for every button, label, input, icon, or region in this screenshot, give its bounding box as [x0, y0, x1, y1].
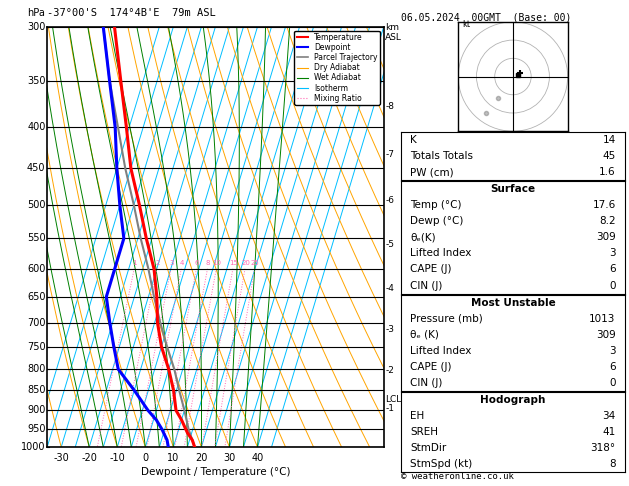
Text: 6: 6: [609, 264, 616, 275]
Text: 900: 900: [27, 405, 45, 416]
Text: LCL: LCL: [386, 395, 402, 404]
Text: 318°: 318°: [591, 443, 616, 453]
Text: 6: 6: [195, 260, 199, 266]
Text: kt: kt: [462, 20, 470, 29]
Text: Most Unstable: Most Unstable: [470, 297, 555, 308]
Text: -3: -3: [386, 326, 394, 334]
Text: 45: 45: [603, 151, 616, 161]
Text: -1: -1: [386, 404, 394, 413]
Text: 3: 3: [609, 346, 616, 356]
Text: 8: 8: [206, 260, 210, 266]
Text: 650: 650: [27, 292, 45, 302]
Text: -20: -20: [81, 453, 97, 464]
Text: CIN (J): CIN (J): [410, 280, 443, 291]
Text: 300: 300: [27, 22, 45, 32]
Text: 1000: 1000: [21, 442, 45, 452]
Text: 500: 500: [27, 200, 45, 210]
Text: -37°00'S  174°4B'E  79m ASL: -37°00'S 174°4B'E 79m ASL: [47, 8, 216, 18]
Text: PW (cm): PW (cm): [410, 167, 454, 177]
Text: StmSpd (kt): StmSpd (kt): [410, 459, 472, 469]
Text: 700: 700: [27, 317, 45, 328]
Text: 8.2: 8.2: [599, 216, 616, 226]
Text: 450: 450: [27, 163, 45, 174]
Text: © weatheronline.co.uk: © weatheronline.co.uk: [401, 472, 514, 481]
Text: -6: -6: [386, 196, 394, 205]
Text: 2: 2: [155, 260, 160, 266]
Text: θₑ(K): θₑ(K): [410, 232, 436, 243]
Text: -5: -5: [386, 240, 394, 249]
Text: 34: 34: [603, 411, 616, 421]
Text: 25: 25: [251, 260, 260, 266]
Text: 800: 800: [27, 364, 45, 374]
Text: 750: 750: [27, 342, 45, 352]
Text: θₑ (K): θₑ (K): [410, 330, 439, 340]
Text: 600: 600: [27, 264, 45, 274]
Text: CAPE (J): CAPE (J): [410, 264, 452, 275]
Text: km
ASL: km ASL: [386, 22, 403, 42]
Text: 20: 20: [195, 453, 208, 464]
Text: Mixing Ratio (g/kg): Mixing Ratio (g/kg): [423, 215, 432, 301]
Text: 40: 40: [252, 453, 264, 464]
Text: 0: 0: [609, 280, 616, 291]
Text: EH: EH: [410, 411, 425, 421]
Text: 1: 1: [133, 260, 137, 266]
Text: 850: 850: [27, 385, 45, 396]
Text: 8: 8: [609, 459, 616, 469]
Text: hPa: hPa: [27, 8, 45, 18]
Text: 0: 0: [609, 378, 616, 388]
Text: 1.6: 1.6: [599, 167, 616, 177]
Text: SREH: SREH: [410, 427, 438, 437]
Text: 350: 350: [27, 75, 45, 86]
Text: 17.6: 17.6: [593, 200, 616, 210]
Text: K: K: [410, 135, 417, 145]
Text: -30: -30: [53, 453, 69, 464]
Text: 400: 400: [27, 122, 45, 132]
X-axis label: Dewpoint / Temperature (°C): Dewpoint / Temperature (°C): [141, 467, 290, 477]
Text: 550: 550: [27, 233, 45, 243]
Text: -7: -7: [386, 150, 394, 158]
Text: 41: 41: [603, 427, 616, 437]
Text: -2: -2: [386, 365, 394, 375]
Text: 3: 3: [169, 260, 174, 266]
Text: 30: 30: [223, 453, 236, 464]
Text: 950: 950: [27, 424, 45, 434]
Text: 309: 309: [596, 232, 616, 243]
Text: -8: -8: [386, 102, 394, 111]
Text: 06.05.2024  00GMT  (Base: 00): 06.05.2024 00GMT (Base: 00): [401, 12, 572, 22]
Text: Pressure (mb): Pressure (mb): [410, 313, 483, 324]
Legend: Temperature, Dewpoint, Parcel Trajectory, Dry Adiabat, Wet Adiabat, Isotherm, Mi: Temperature, Dewpoint, Parcel Trajectory…: [294, 31, 380, 105]
Text: 15: 15: [229, 260, 238, 266]
Text: Dewp (°C): Dewp (°C): [410, 216, 464, 226]
Text: -10: -10: [109, 453, 125, 464]
Text: 10: 10: [213, 260, 221, 266]
Text: 1013: 1013: [589, 313, 616, 324]
Text: Lifted Index: Lifted Index: [410, 248, 472, 259]
Text: Hodograph: Hodograph: [481, 395, 545, 405]
Text: 10: 10: [167, 453, 179, 464]
Text: CAPE (J): CAPE (J): [410, 362, 452, 372]
Text: 0: 0: [142, 453, 148, 464]
Text: 20: 20: [241, 260, 250, 266]
Text: 6: 6: [609, 362, 616, 372]
Text: 14: 14: [603, 135, 616, 145]
Text: CIN (J): CIN (J): [410, 378, 443, 388]
Text: 309: 309: [596, 330, 616, 340]
Text: 4: 4: [180, 260, 184, 266]
Text: 3: 3: [609, 248, 616, 259]
Text: Temp (°C): Temp (°C): [410, 200, 462, 210]
Text: Surface: Surface: [491, 184, 535, 194]
Text: Lifted Index: Lifted Index: [410, 346, 472, 356]
Text: StmDir: StmDir: [410, 443, 447, 453]
Text: -4: -4: [386, 284, 394, 293]
Text: Totals Totals: Totals Totals: [410, 151, 473, 161]
